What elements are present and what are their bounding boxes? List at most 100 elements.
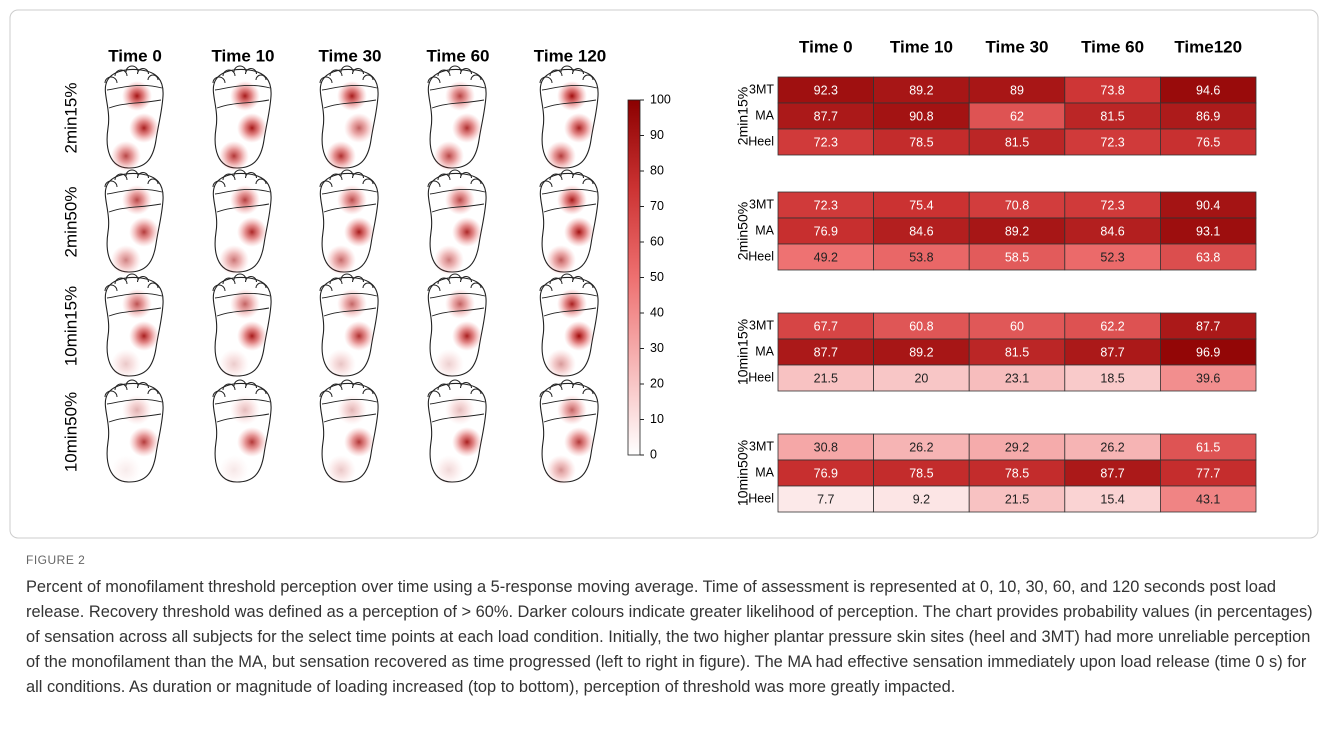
foot — [104, 65, 164, 171]
cell-value: 76.5 — [1196, 135, 1220, 149]
cell-value: 87.7 — [1100, 345, 1124, 359]
pressure-blob — [129, 113, 159, 143]
cell-value: 89.2 — [909, 345, 933, 359]
toe — [340, 65, 354, 73]
pressure-blob — [564, 321, 594, 351]
cell-value: 89 — [1010, 83, 1024, 97]
table-cell — [1064, 312, 1161, 340]
cell-value: 20 — [914, 371, 928, 385]
pressure-blob — [344, 321, 374, 351]
cell-value: 90.8 — [909, 109, 933, 123]
column-header: Time 60 — [426, 46, 489, 65]
toe — [549, 69, 563, 77]
table-cell — [1160, 312, 1257, 340]
toe — [582, 74, 594, 81]
foot-line — [214, 399, 271, 423]
toe — [319, 284, 333, 292]
toe — [340, 379, 354, 387]
pressure-blob — [237, 427, 267, 457]
cell-value: 89.2 — [1005, 224, 1029, 238]
table-cell — [777, 217, 874, 245]
toe — [352, 276, 364, 283]
toe — [448, 273, 462, 281]
site-label: 3MT — [749, 82, 774, 96]
toe — [470, 388, 482, 395]
cell-value: 21.5 — [1005, 492, 1029, 506]
cell-value: 15.4 — [1100, 492, 1124, 506]
cell-value: 89.2 — [909, 83, 933, 97]
table-column-header: Time 60 — [1081, 37, 1144, 56]
toe — [572, 68, 584, 75]
toe — [448, 65, 462, 73]
table-cell — [777, 485, 874, 513]
toe — [147, 282, 159, 289]
colorbar-tick-label: 30 — [650, 341, 664, 355]
cell-value: 26.2 — [909, 440, 933, 454]
cell-value: 62.2 — [1100, 319, 1124, 333]
pressure-blob — [546, 245, 576, 275]
column-header: Time 0 — [108, 46, 162, 65]
table-cell — [968, 102, 1066, 130]
toe — [352, 172, 364, 179]
toe — [114, 69, 128, 77]
toe — [437, 383, 451, 391]
toe — [560, 65, 574, 73]
table-cell — [1160, 76, 1257, 104]
cell-value: 93.1 — [1196, 224, 1220, 238]
toe — [340, 273, 354, 281]
toe — [549, 383, 563, 391]
table-column-header: Time 30 — [985, 37, 1048, 56]
foot-line — [541, 85, 598, 109]
pressure-blob — [452, 321, 482, 351]
table-cell — [873, 76, 970, 104]
site-label: 3MT — [749, 318, 774, 332]
cell-value: 90.4 — [1196, 198, 1220, 212]
table-cell — [968, 364, 1066, 392]
group-label: 10min50% — [735, 440, 751, 506]
toe — [539, 284, 553, 292]
colorbar-tick-label: 50 — [650, 270, 664, 284]
cell-value: 87.7 — [1196, 319, 1220, 333]
pressure-blob — [344, 217, 374, 247]
toe — [362, 388, 374, 395]
pressure-blob — [129, 427, 159, 457]
toe — [319, 180, 333, 188]
pressure-blob — [219, 349, 249, 379]
pressure-blob — [111, 349, 141, 379]
foot — [427, 169, 487, 275]
table-cell — [968, 217, 1066, 245]
toe — [222, 277, 236, 285]
cell-value: 72.3 — [1100, 198, 1124, 212]
toe — [362, 282, 374, 289]
pressure-blob — [434, 349, 464, 379]
foot-line — [321, 399, 378, 423]
toe — [137, 172, 149, 179]
table-cell — [1160, 191, 1257, 219]
cell-value: 18.5 — [1100, 371, 1124, 385]
cell-value: 63.8 — [1196, 250, 1220, 264]
table-cell — [777, 312, 874, 340]
toe — [212, 284, 226, 292]
table-cell — [1064, 128, 1161, 156]
toe — [104, 76, 118, 84]
pressure-blob — [452, 427, 482, 457]
toe — [549, 173, 563, 181]
toe — [352, 68, 364, 75]
colorbar-tick-label: 90 — [650, 128, 664, 142]
foot — [212, 379, 272, 485]
toe — [340, 169, 354, 177]
toe — [437, 277, 451, 285]
toe — [212, 76, 226, 84]
toe — [539, 390, 553, 398]
row-label: 2min50% — [61, 187, 80, 258]
site-label: 3MT — [749, 197, 774, 211]
column-header: Time 30 — [318, 46, 381, 65]
pressure-blob — [326, 349, 356, 379]
table-cell — [968, 459, 1066, 487]
cell-value: 78.5 — [1005, 466, 1029, 480]
toe — [233, 379, 247, 387]
toe — [470, 282, 482, 289]
colorbar-tick-label: 70 — [650, 199, 664, 213]
foot-line — [106, 293, 163, 317]
cell-value: 9.2 — [913, 492, 930, 506]
